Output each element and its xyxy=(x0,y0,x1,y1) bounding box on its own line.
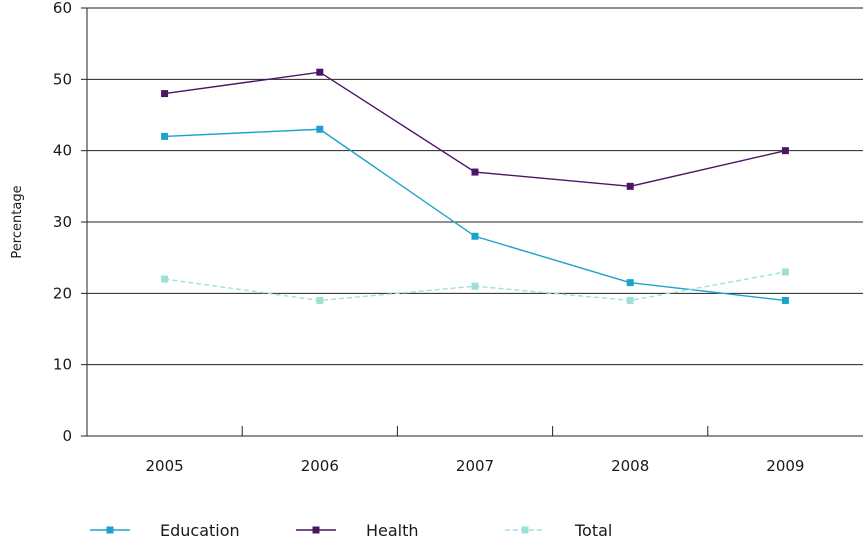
y-tick-label: 40 xyxy=(53,142,72,160)
y-tick-label: 20 xyxy=(53,284,72,302)
series-line-education xyxy=(164,128,786,302)
x-tick-labels: 2005 2006 2007 2008 2009 xyxy=(146,426,804,475)
series-total xyxy=(161,268,789,304)
x-tick-label: 2008 xyxy=(611,457,649,475)
data-point-total xyxy=(781,268,789,276)
data-point-health xyxy=(471,168,479,176)
legend-label: Education xyxy=(160,521,240,539)
y-tick-label: 50 xyxy=(53,70,72,88)
legend-item-health: Health xyxy=(296,521,419,539)
legend-label: Health xyxy=(366,521,419,539)
data-point-education xyxy=(161,132,169,140)
data-point-health xyxy=(626,182,634,190)
data-point-total xyxy=(161,275,169,283)
x-tick-label: 2005 xyxy=(146,457,184,475)
legend-marker xyxy=(521,526,529,534)
data-point-education xyxy=(626,279,634,287)
legend-marker xyxy=(312,526,320,534)
y-tick-label: 30 xyxy=(53,213,72,231)
series xyxy=(161,68,789,304)
data-point-education xyxy=(471,232,479,240)
data-point-total xyxy=(626,296,634,304)
series-education xyxy=(161,125,789,304)
data-point-health xyxy=(781,147,789,155)
data-point-total xyxy=(471,282,479,290)
y-tick-label: 60 xyxy=(53,0,72,17)
series-health xyxy=(161,68,789,190)
data-point-health xyxy=(161,90,169,98)
gridlines xyxy=(81,7,863,437)
y-tick-label: 10 xyxy=(53,356,72,374)
legend-marker xyxy=(106,526,114,534)
x-tick-label: 2006 xyxy=(301,457,339,475)
y-axis-title: Percentage xyxy=(10,185,25,258)
legend-item-total: Total xyxy=(505,521,612,539)
data-point-education xyxy=(781,296,789,304)
y-tick-labels: 0 10 20 30 40 50 60 xyxy=(53,0,72,445)
axes xyxy=(86,8,863,437)
x-tick-label: 2007 xyxy=(456,457,494,475)
y-tick-label: 0 xyxy=(62,427,72,445)
legend-label: Total xyxy=(574,521,612,539)
legend-item-education: Education xyxy=(90,521,240,539)
legend: Education Health Total xyxy=(90,521,612,539)
data-point-education xyxy=(316,125,324,133)
data-point-total xyxy=(316,296,324,304)
data-point-health xyxy=(316,68,324,76)
x-tick-label: 2009 xyxy=(766,457,804,475)
